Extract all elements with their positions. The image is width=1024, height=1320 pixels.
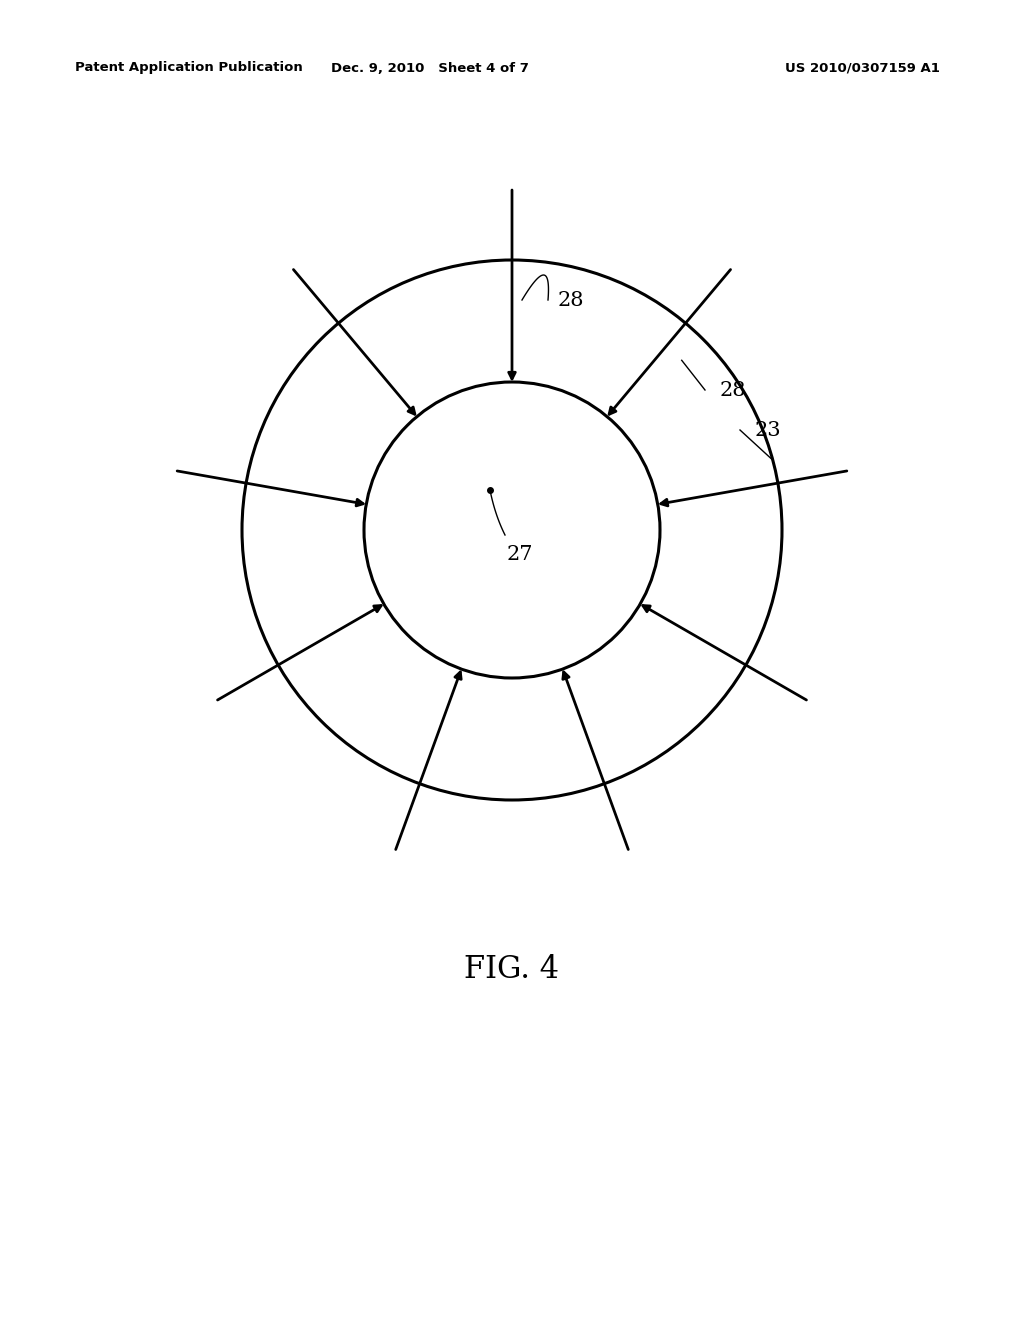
Text: 27: 27 — [507, 545, 534, 565]
Text: Patent Application Publication: Patent Application Publication — [75, 62, 303, 74]
Text: FIG. 4: FIG. 4 — [465, 954, 559, 986]
Text: Dec. 9, 2010   Sheet 4 of 7: Dec. 9, 2010 Sheet 4 of 7 — [331, 62, 529, 74]
Text: 28: 28 — [558, 290, 585, 309]
Text: 23: 23 — [755, 421, 781, 440]
Text: 28: 28 — [720, 380, 746, 400]
Text: US 2010/0307159 A1: US 2010/0307159 A1 — [785, 62, 940, 74]
